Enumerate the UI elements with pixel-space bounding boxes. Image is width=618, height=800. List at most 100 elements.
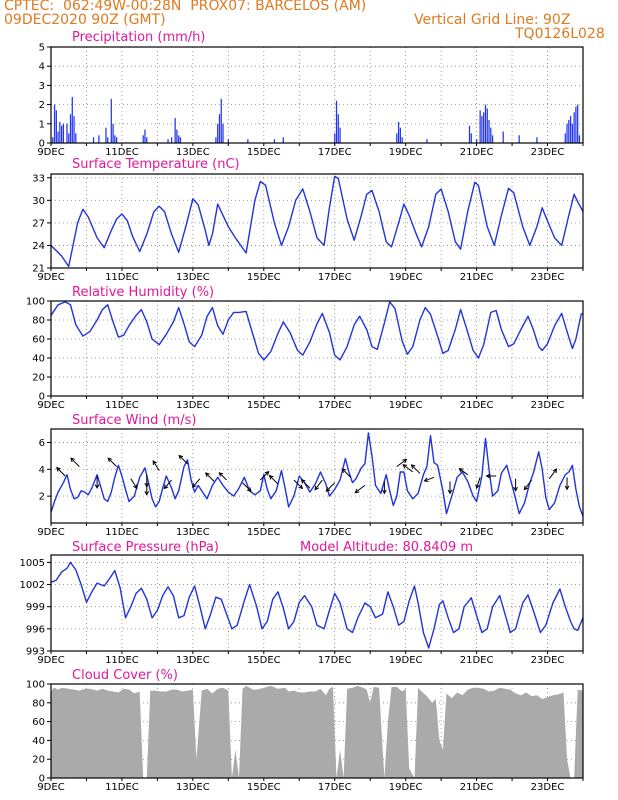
- panel6-frame: [50, 683, 584, 779]
- panel4-xtick-label: 13DEC: [176, 527, 210, 538]
- panel2-xtick-label: 23DEC: [531, 272, 565, 283]
- panel1-bar: [578, 135, 581, 143]
- panel1-bar: [98, 135, 100, 143]
- panel4-ytick-label: 4: [39, 465, 45, 476]
- panel1-bar: [66, 123, 68, 143]
- panel1-xtick-label: 15DEC: [247, 147, 281, 158]
- panel1-ytick-label: 5: [39, 43, 45, 54]
- panel1-xtick-label: 9DEC: [37, 147, 64, 158]
- panel1-xtick-label: 19DEC: [389, 147, 423, 158]
- panel4-wind-arrowhead: [268, 474, 274, 480]
- panel3-ytick-label: 0: [39, 392, 45, 403]
- panel4-xtick-label: 19DEC: [389, 527, 423, 538]
- panel2-xtick-label: 21DEC: [460, 272, 494, 283]
- panel4-wind-arrow: [259, 471, 270, 481]
- panel1-bar: [396, 133, 398, 143]
- panel4-xtick-label: 11DEC: [105, 527, 139, 538]
- panel1-ytick-label: 0: [39, 139, 45, 150]
- panel1-bar: [55, 110, 57, 143]
- panel4-wind-arrow: [293, 479, 303, 489]
- panel1-bar: [564, 133, 566, 143]
- panel1-bar: [144, 129, 146, 143]
- panel4-wind-arrowhead: [523, 485, 529, 491]
- panel1-bar: [486, 108, 488, 143]
- panel1-bar: [483, 112, 485, 143]
- panel1-bar: [69, 114, 72, 143]
- panel1-bar: [75, 133, 77, 143]
- panel4-wind-arrowhead: [513, 486, 518, 492]
- panel4-xtick-label: 21DEC: [460, 527, 494, 538]
- panel4-wind-arrow: [402, 464, 414, 473]
- panel5-title: Surface Pressure (hPa): [72, 540, 219, 555]
- panel4-wind-arrowhead: [382, 489, 387, 495]
- panel1-bar: [92, 137, 95, 143]
- panel5-xtick-label: 19DEC: [389, 655, 423, 666]
- panel5-ytick-label: 993: [26, 647, 45, 658]
- panel4-wind-arrow: [269, 475, 279, 485]
- panel3-xtick-label: 13DEC: [176, 400, 210, 411]
- panel3-line: [50, 301, 584, 361]
- panel3-xtick-label: 17DEC: [318, 400, 352, 411]
- panel3-xtick-label: 15DEC: [247, 400, 281, 411]
- panel1-bar: [577, 104, 579, 143]
- panel5-xtick-label: 9DEC: [37, 655, 64, 666]
- panel1-bar: [337, 114, 339, 143]
- panel4-wind-arrowhead: [218, 472, 224, 477]
- panel4-wind-arrow: [152, 460, 160, 471]
- panel5-xtick-label: 11DEC: [105, 655, 139, 666]
- panel5-xtick-label: 21DEC: [460, 655, 494, 666]
- panel4-wind-arrowhead: [298, 484, 304, 490]
- panel1-bar: [481, 116, 483, 143]
- panel2-line: [50, 175, 584, 268]
- panel1-xtick-label: 23DEC: [531, 147, 565, 158]
- panel3-ytick-label: 100: [26, 297, 45, 308]
- panel2-xtick-label: 9DEC: [37, 272, 64, 283]
- panel3-xtick-label: 19DEC: [389, 400, 423, 411]
- header-line2-left: 09DEC2020 90Z (GMT): [4, 12, 166, 28]
- panel1-title: Precipitation (mm/h): [72, 30, 205, 45]
- panel6-ytick-label: 100: [26, 680, 45, 691]
- panel4-wind-arrow: [476, 477, 481, 489]
- panel1-bar: [57, 131, 59, 143]
- panel6-ytick-label: 40: [32, 736, 45, 747]
- panel1-bar: [339, 127, 341, 143]
- panel4-wind-arrow: [354, 484, 366, 494]
- panel4-wind-arrow: [459, 468, 469, 476]
- panel6-title: Cloud Cover (%): [72, 668, 178, 683]
- panel5-xtick-label: 13DEC: [176, 655, 210, 666]
- panel3-xtick-label: 11DEC: [105, 400, 139, 411]
- panel1-bar: [426, 139, 428, 143]
- panel1-ytick-label: 2: [39, 100, 45, 111]
- panel1-xtick-label: 11DEC: [105, 147, 139, 158]
- panel1-bar: [217, 123, 219, 143]
- panel1-bar: [142, 135, 144, 143]
- panel4-wind-arrow: [130, 478, 138, 489]
- panel4-wind-arrow: [205, 472, 215, 482]
- panel6-ytick-label: 80: [32, 698, 45, 709]
- panel4-wind-arrowhead: [314, 485, 319, 491]
- panel4-wind-arrowhead: [144, 490, 150, 496]
- panel1-bar: [227, 139, 229, 143]
- panel2-xtick-label: 15DEC: [247, 272, 281, 283]
- panel2-title: Surface Temperature (nC): [72, 157, 240, 172]
- panel4-wind-arrow: [341, 468, 352, 478]
- panel4-wind-arrowhead: [144, 482, 150, 488]
- panel3-ytick-label: 20: [32, 373, 45, 384]
- panel2-xtick-label: 13DEC: [176, 272, 210, 283]
- panel4-wind-arrowhead: [163, 484, 169, 490]
- panel6-xtick-label: 23DEC: [531, 782, 565, 793]
- panel6-ytick-label: 60: [32, 717, 45, 728]
- panel4-wind-arrowhead: [246, 487, 252, 492]
- panel4-wind-arrow: [164, 479, 172, 489]
- panel1-bar: [179, 137, 182, 143]
- panel4-wind-arrowhead: [133, 484, 138, 490]
- panel1-bar: [397, 121, 400, 143]
- panel4-wind-arrowhead: [552, 468, 558, 474]
- panel4-title: Surface Wind (m/s): [72, 413, 196, 428]
- panel1-xtick-label: 21DEC: [460, 147, 494, 158]
- panel2-xtick-label: 11DEC: [105, 272, 139, 283]
- panel1-bar: [115, 137, 118, 143]
- panel4-wind-arrowhead: [264, 470, 270, 476]
- panel4-wind-arrowhead: [56, 466, 61, 472]
